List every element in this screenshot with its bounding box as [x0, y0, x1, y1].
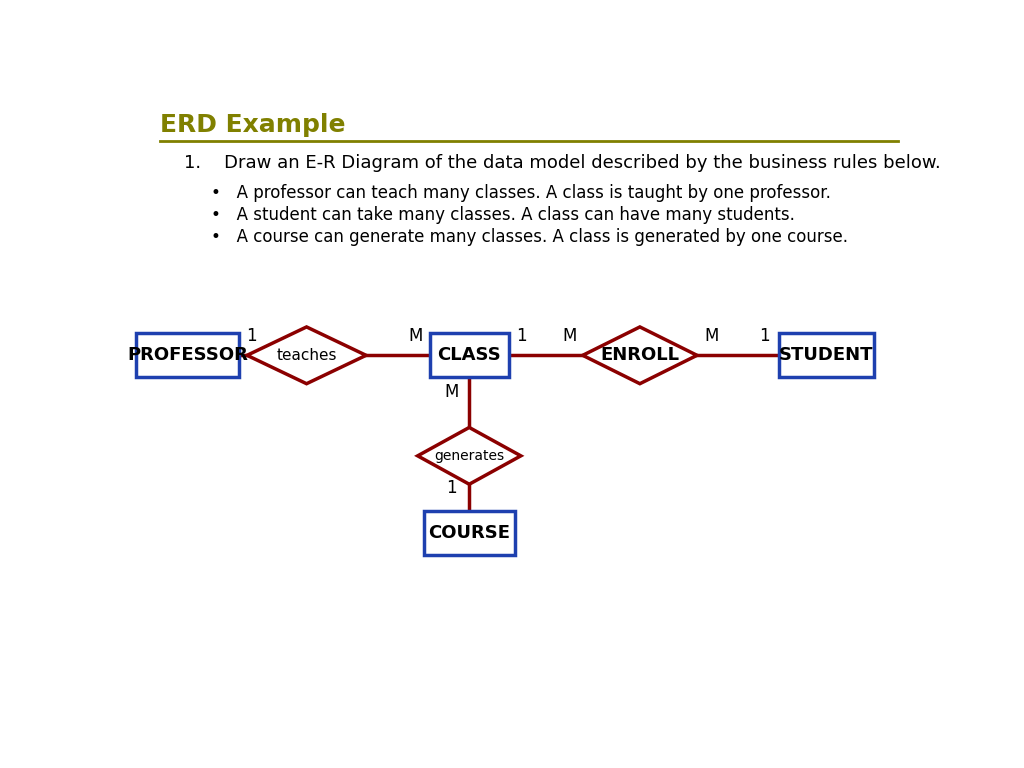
- FancyBboxPatch shape: [424, 511, 515, 555]
- Polygon shape: [247, 327, 367, 384]
- Text: •   A course can generate many classes. A class is generated by one course.: • A course can generate many classes. A …: [211, 227, 848, 246]
- Polygon shape: [418, 428, 521, 485]
- Text: 1: 1: [246, 327, 256, 345]
- Text: •   A student can take many classes. A class can have many students.: • A student can take many classes. A cla…: [211, 206, 796, 223]
- Text: ERD Example: ERD Example: [160, 113, 345, 137]
- Text: 1: 1: [759, 327, 770, 345]
- FancyBboxPatch shape: [136, 333, 240, 378]
- Text: M: M: [409, 327, 423, 345]
- Text: COURSE: COURSE: [428, 524, 510, 541]
- Text: 1: 1: [446, 479, 457, 497]
- Text: teaches: teaches: [276, 348, 337, 362]
- Text: generates: generates: [434, 449, 504, 463]
- Text: 1.    Draw an E-R Diagram of the data model described by the business rules belo: 1. Draw an E-R Diagram of the data model…: [183, 154, 940, 172]
- FancyBboxPatch shape: [430, 333, 509, 378]
- Text: STUDENT: STUDENT: [779, 346, 873, 364]
- Text: 1: 1: [516, 327, 527, 345]
- Text: ENROLL: ENROLL: [600, 346, 679, 364]
- Polygon shape: [583, 327, 697, 384]
- Text: CLASS: CLASS: [437, 346, 501, 364]
- Text: PROFESSOR: PROFESSOR: [127, 346, 248, 364]
- Text: M: M: [563, 327, 578, 345]
- FancyBboxPatch shape: [779, 333, 874, 378]
- Text: M: M: [705, 327, 719, 345]
- Text: •   A professor can teach many classes. A class is taught by one professor.: • A professor can teach many classes. A …: [211, 184, 831, 202]
- Text: M: M: [444, 383, 459, 401]
